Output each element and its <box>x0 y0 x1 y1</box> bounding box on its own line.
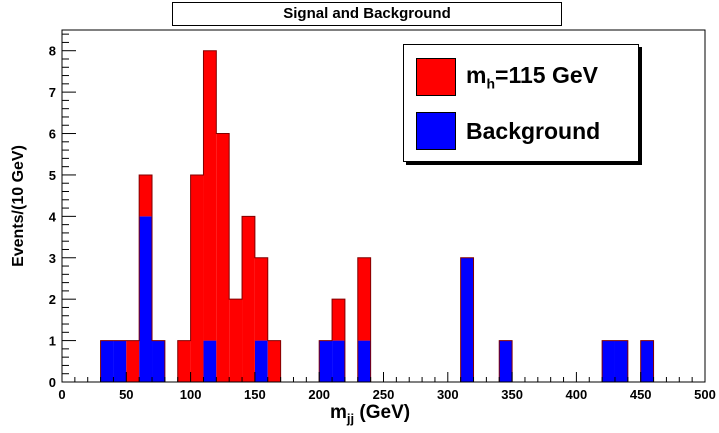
bar-background <box>139 216 153 382</box>
bar-signal <box>139 174 153 217</box>
y-tick-label: 1 <box>49 334 56 349</box>
bar-signal <box>242 216 255 382</box>
y-tick-label: 2 <box>49 292 56 307</box>
y-ticks-group: 0 1 2 3 4 5 6 7 8 <box>49 33 76 390</box>
x-tick-label: 0 <box>58 387 65 402</box>
y-tick-label: 5 <box>49 168 56 183</box>
legend-swatch-background <box>416 112 456 150</box>
x-tick-label: 300 <box>437 387 459 402</box>
y-tick-label: 7 <box>49 85 56 100</box>
x-tick-label: 100 <box>180 387 202 402</box>
bar-background <box>100 340 114 382</box>
y-tick-label: 4 <box>49 209 57 224</box>
bar-signal <box>332 299 345 341</box>
bar-background <box>499 340 513 382</box>
bar-signal <box>190 174 204 382</box>
y-tick-label: 3 <box>49 251 56 266</box>
bars-group <box>61 30 705 383</box>
legend: mh=115 GeV Background <box>403 44 639 162</box>
x-tick-label: 350 <box>501 387 523 402</box>
x-axis-label-unit: (GeV) <box>354 402 410 423</box>
bar-signal <box>216 133 230 382</box>
bar-background <box>319 340 333 382</box>
bar-signal <box>254 257 268 341</box>
x-tick-label: 400 <box>566 387 588 402</box>
legend-label-signal: mh=115 GeV <box>466 62 598 92</box>
bar-background <box>332 340 345 382</box>
x-axis-label: mjj (GeV) <box>330 402 410 426</box>
bar-signal <box>126 340 140 382</box>
bar-signal <box>177 340 191 382</box>
legend-label-background: Background <box>466 117 601 144</box>
bar-background <box>614 340 628 382</box>
bar-background <box>113 340 127 382</box>
x-axis-label-sub: jj <box>346 411 354 426</box>
x-tick-label: 150 <box>244 387 266 402</box>
legend-item-signal: mh=115 GeV <box>416 57 598 97</box>
bar-background <box>152 340 165 382</box>
y-tick-label: 6 <box>49 127 56 142</box>
bar-background <box>460 257 474 382</box>
legend-swatch-signal <box>416 58 456 96</box>
y-tick-label: 0 <box>49 375 56 390</box>
x-tick-label: 250 <box>373 387 395 402</box>
bar-background <box>640 340 654 382</box>
bar-signal <box>357 257 371 341</box>
chart-title: Signal and Background <box>172 2 562 26</box>
bar-signal <box>203 50 217 341</box>
x-ticks-group: 0 50 100 150 200 250 300 350 400 450 500 <box>58 372 716 402</box>
legend-item-background: Background <box>416 111 600 151</box>
y-axis-label: Events/(10 GeV) <box>10 145 27 267</box>
bar-signal <box>267 340 281 382</box>
bar-background <box>602 340 615 382</box>
bar-signal <box>229 299 243 382</box>
x-tick-label: 500 <box>694 387 716 402</box>
x-tick-label: 200 <box>308 387 330 402</box>
bar-background <box>357 340 371 382</box>
x-tick-label: 50 <box>119 387 133 402</box>
x-tick-label: 450 <box>630 387 652 402</box>
bar-background <box>203 340 217 382</box>
x-axis-label-main: m <box>330 402 347 423</box>
y-tick-label: 8 <box>49 44 56 59</box>
bar-background <box>254 340 268 382</box>
